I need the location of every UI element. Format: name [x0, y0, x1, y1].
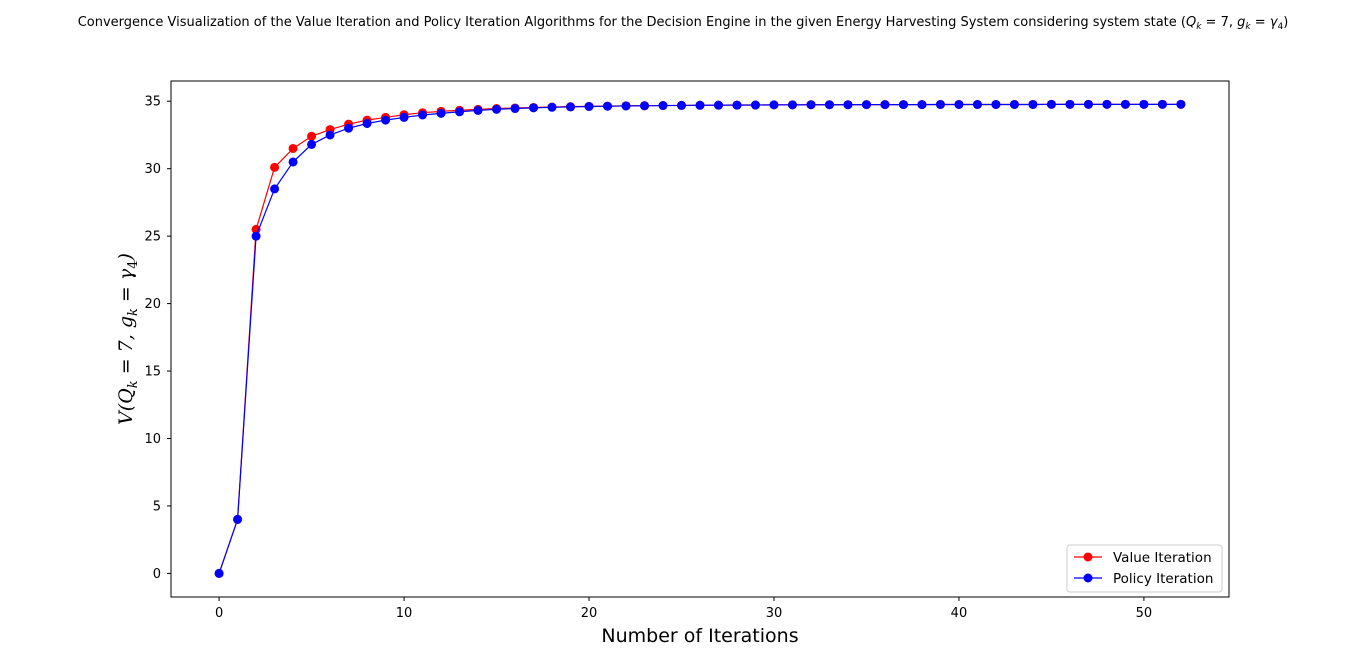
- y-tick-label: 5: [153, 499, 161, 514]
- data-point-policy-iteration: [381, 115, 391, 125]
- data-point-policy-iteration: [640, 101, 650, 111]
- data-point-policy-iteration: [1176, 99, 1186, 109]
- data-point-policy-iteration: [233, 514, 243, 524]
- legend-item-policy-iteration: Policy Iteration: [1074, 571, 1213, 587]
- plot-area-frame: [170, 80, 1230, 598]
- data-point-policy-iteration: [1009, 99, 1019, 109]
- y-tick-label: 15: [144, 365, 161, 380]
- data-point-policy-iteration: [861, 100, 871, 110]
- y-tick-label: 20: [144, 297, 161, 312]
- data-point-policy-iteration: [399, 112, 409, 122]
- data-point-policy-iteration: [1102, 99, 1112, 109]
- x-axis-label: Number of Iterations: [601, 625, 798, 647]
- data-point-policy-iteration: [344, 123, 354, 133]
- data-point-policy-iteration: [510, 104, 520, 114]
- x-tick-label: 50: [1136, 606, 1153, 621]
- data-point-policy-iteration: [695, 100, 705, 110]
- legend-marker: [1083, 573, 1093, 583]
- x-tick-label: 20: [581, 606, 598, 621]
- x-tick-label: 10: [396, 606, 413, 621]
- data-point-policy-iteration: [1083, 99, 1093, 109]
- data-point-policy-iteration: [1065, 99, 1075, 109]
- data-point-policy-iteration: [787, 100, 797, 110]
- data-point-policy-iteration: [492, 104, 502, 114]
- data-point-policy-iteration: [677, 100, 687, 110]
- data-point-policy-iteration: [325, 130, 335, 140]
- data-point-policy-iteration: [935, 99, 945, 109]
- data-point-policy-iteration: [806, 100, 816, 110]
- data-point-policy-iteration: [898, 100, 908, 110]
- data-point-policy-iteration: [1046, 99, 1056, 109]
- legend-label: Value Iteration: [1113, 550, 1212, 566]
- data-point-policy-iteration: [750, 100, 760, 110]
- y-tick-label: 10: [144, 432, 161, 447]
- data-point-policy-iteration: [270, 184, 280, 194]
- data-point-policy-iteration: [584, 101, 594, 111]
- data-point-policy-iteration: [436, 108, 446, 118]
- data-point-policy-iteration: [288, 157, 298, 167]
- legend-box: [1066, 544, 1223, 593]
- data-point-policy-iteration: [1139, 99, 1149, 109]
- data-point-policy-iteration: [473, 105, 483, 115]
- data-point-policy-iteration: [251, 231, 261, 241]
- data-point-policy-iteration: [843, 100, 853, 110]
- x-axis-ticks: 0 10 20 30 40 50: [215, 597, 1152, 621]
- y-axis-ticks: 0 5 10 15 20 25 30 35: [144, 95, 171, 582]
- data-point-policy-iteration: [418, 110, 428, 120]
- y-tick-label: 25: [144, 230, 161, 245]
- data-point-policy-iteration: [1120, 99, 1130, 109]
- data-point-policy-iteration: [547, 102, 557, 112]
- data-point-policy-iteration: [769, 100, 779, 110]
- data-point-value-iteration: [288, 143, 298, 153]
- chart-title: Convergence Visualization of the Value I…: [78, 15, 1289, 32]
- data-point-policy-iteration: [214, 568, 224, 578]
- data-point-policy-iteration: [880, 100, 890, 110]
- x-tick-label: 30: [766, 606, 783, 621]
- y-tick-label: 35: [144, 95, 161, 110]
- data-point-policy-iteration: [713, 100, 723, 110]
- data-point-policy-iteration: [1028, 99, 1038, 109]
- data-point-policy-iteration: [954, 99, 964, 109]
- legend: Value Iteration Policy Iteration: [1066, 544, 1223, 593]
- data-point-policy-iteration: [917, 100, 927, 110]
- legend-item-value-iteration: Value Iteration: [1074, 550, 1212, 566]
- data-point-policy-iteration: [566, 102, 576, 112]
- y-axis-label: V(Qk = 7, gk = γ4): [115, 253, 141, 425]
- series-policy-iteration: [214, 99, 1186, 578]
- series-line-policy-iteration: [218, 103, 1181, 574]
- y-tick-label: 0: [153, 567, 161, 582]
- x-tick-label: 40: [951, 606, 968, 621]
- series-line-value-iteration: [218, 103, 1181, 574]
- data-point-policy-iteration: [529, 103, 539, 113]
- x-tick-label: 0: [215, 606, 223, 621]
- data-point-policy-iteration: [972, 99, 982, 109]
- data-point-value-iteration: [270, 162, 280, 172]
- data-point-policy-iteration: [658, 101, 668, 111]
- data-point-policy-iteration: [824, 100, 834, 110]
- legend-label: Policy Iteration: [1113, 571, 1213, 587]
- data-point-policy-iteration: [455, 107, 465, 117]
- legend-marker: [1083, 552, 1093, 562]
- data-point-policy-iteration: [732, 100, 742, 110]
- series-layer: [214, 99, 1186, 578]
- data-point-policy-iteration: [603, 101, 613, 111]
- data-point-policy-iteration: [307, 139, 317, 149]
- data-point-policy-iteration: [1157, 99, 1167, 109]
- data-point-policy-iteration: [621, 101, 631, 111]
- y-tick-label: 30: [144, 162, 161, 177]
- data-point-value-iteration: [307, 131, 317, 141]
- series-value-iteration: [214, 99, 1186, 578]
- data-point-policy-iteration: [362, 118, 372, 128]
- data-point-policy-iteration: [991, 99, 1001, 109]
